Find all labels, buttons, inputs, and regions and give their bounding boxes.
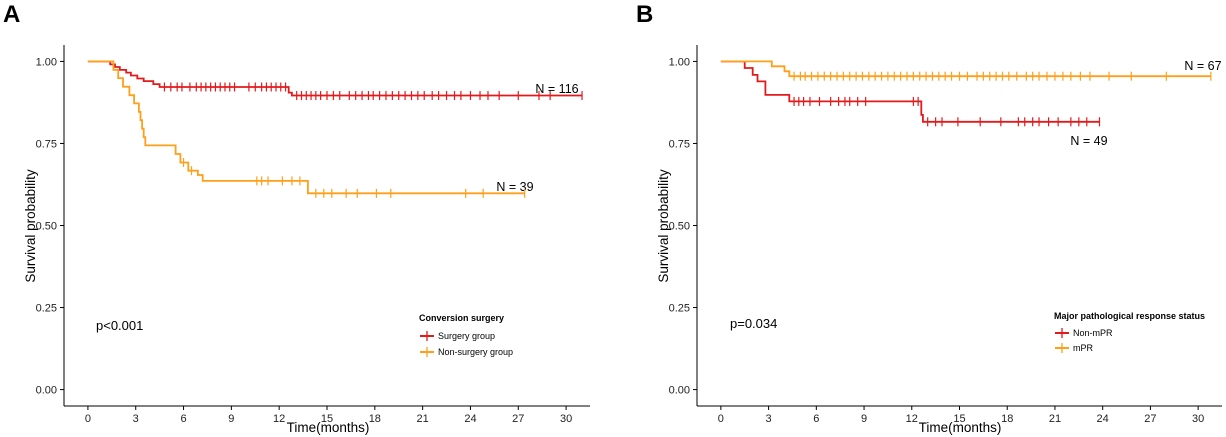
panel-b-y-tick-label-0.25: 0.25 bbox=[669, 303, 690, 315]
panel-b-x-tick-label-0: 0 bbox=[718, 413, 724, 425]
panel-b: B Time(months) Survival probability p=0.… bbox=[636, 1, 1222, 435]
panel-a-x-tick-label-15: 15 bbox=[321, 413, 333, 425]
panel-a-legend: Conversion surgery Surgery group Non-sur… bbox=[419, 313, 513, 357]
panel-b-marks: 0 3 6 9 12 15 18 21 24 27 30 0.00 0.25 0.50 0.75 1.00 bbox=[669, 56, 1212, 425]
panel-a-x-tick-label-9: 9 bbox=[228, 413, 234, 425]
panel-label-b: B bbox=[636, 1, 653, 28]
panel-b-p-value: p=0.034 bbox=[730, 316, 777, 331]
panel-a-x-tick-label-6: 6 bbox=[180, 413, 186, 425]
panel-b-x-tick-label-15: 15 bbox=[953, 413, 965, 425]
panel-b-x-tick-label-27: 27 bbox=[1144, 413, 1156, 425]
panel-a-y-tick-label-0.25: 0.25 bbox=[36, 303, 57, 315]
panel-b-legend: Major pathological response status Non-m… bbox=[1054, 311, 1205, 353]
panel-a-x-tick-label-0: 0 bbox=[85, 413, 91, 425]
panel-a-x-tick-label-24: 24 bbox=[464, 413, 476, 425]
panel-b-legend-label-non-mpr: Non-mPR bbox=[1073, 328, 1113, 338]
panel-a-y-tick-label-0.50: 0.50 bbox=[36, 221, 57, 233]
panel-a-legend-label-non-surgery: Non-surgery group bbox=[438, 347, 513, 357]
panel-a-n-label-surgery: N = 116 bbox=[535, 82, 578, 96]
panel-a-legend-label-surgery: Surgery group bbox=[438, 331, 495, 341]
panel-b-n-label-mpr: N = 49 bbox=[1070, 134, 1107, 148]
panel-a-y-tick-label-0.75: 0.75 bbox=[36, 138, 57, 150]
panel-a-x-axis-title: Time(months) bbox=[287, 420, 370, 435]
panel-b-x-tick-label-30: 30 bbox=[1192, 413, 1204, 425]
panel-a-x-tick-label-3: 3 bbox=[133, 413, 139, 425]
panel-b-x-axis-title: Time(months) bbox=[919, 420, 1002, 435]
panel-a-y-tick-label-0.00: 0.00 bbox=[36, 385, 57, 397]
panel-a-p-value: p<0.001 bbox=[96, 318, 143, 333]
panel-a-x-tick-label-18: 18 bbox=[369, 413, 381, 425]
panel-a-x-tick-label-27: 27 bbox=[512, 413, 524, 425]
panel-b-n-label-non-mpr: N = 67 bbox=[1184, 59, 1221, 73]
panel-b-x-tick-label-12: 12 bbox=[906, 413, 918, 425]
panel-b-y-tick-label-1.00: 1.00 bbox=[669, 56, 690, 68]
panel-b-km-curve-mpr bbox=[720, 60, 1211, 78]
panel-a-marks: 0 3 6 9 12 15 18 21 24 27 30 0.00 0.25 0.50 0.75 1.00 bbox=[36, 56, 583, 425]
panel-b-y-tick-label-0.50: 0.50 bbox=[669, 221, 690, 233]
panel-a-y-axis-title: Survival probability bbox=[23, 169, 38, 283]
chart-marks: 0 3 6 9 12 15 18 21 24 27 30 0.00 0.25 0.50 0.75 1.00 0 3… bbox=[36, 56, 1212, 425]
panel-a-legend-title: Conversion surgery bbox=[419, 313, 504, 323]
panel-label-a: A bbox=[3, 1, 20, 28]
panel-b-legend-label-mpr: mPR bbox=[1073, 343, 1094, 353]
panel-a-y-tick-label-1.00: 1.00 bbox=[36, 56, 57, 68]
panel-a-km-curve-non-surgery-group bbox=[87, 60, 525, 195]
panel-b-km-curve-non-mpr bbox=[720, 60, 1100, 123]
panel-b-x-tick-label-3: 3 bbox=[766, 413, 772, 425]
panel-b-x-tick-label-21: 21 bbox=[1049, 413, 1061, 425]
panel-a: A Time(months) Survival probability p<0.… bbox=[3, 1, 590, 435]
panel-b-y-tick-label-0.75: 0.75 bbox=[669, 138, 690, 150]
panel-a-n-label-non-surgery: N = 39 bbox=[496, 180, 533, 194]
panel-b-x-tick-label-6: 6 bbox=[813, 413, 819, 425]
panel-b-x-tick-label-9: 9 bbox=[861, 413, 867, 425]
panel-b-legend-title: Major pathological response status bbox=[1054, 311, 1205, 321]
panel-a-km-curve-surgery-group bbox=[87, 60, 582, 97]
panel-b-y-tick-label-0.00: 0.00 bbox=[669, 385, 690, 397]
panel-a-x-tick-label-21: 21 bbox=[417, 413, 429, 425]
panel-b-y-axis-title: Survival probability bbox=[656, 169, 671, 283]
panel-b-x-tick-label-24: 24 bbox=[1097, 413, 1109, 425]
panel-a-x-tick-label-30: 30 bbox=[560, 413, 572, 425]
panel-a-x-tick-label-12: 12 bbox=[273, 413, 285, 425]
panel-b-x-tick-label-18: 18 bbox=[1001, 413, 1013, 425]
